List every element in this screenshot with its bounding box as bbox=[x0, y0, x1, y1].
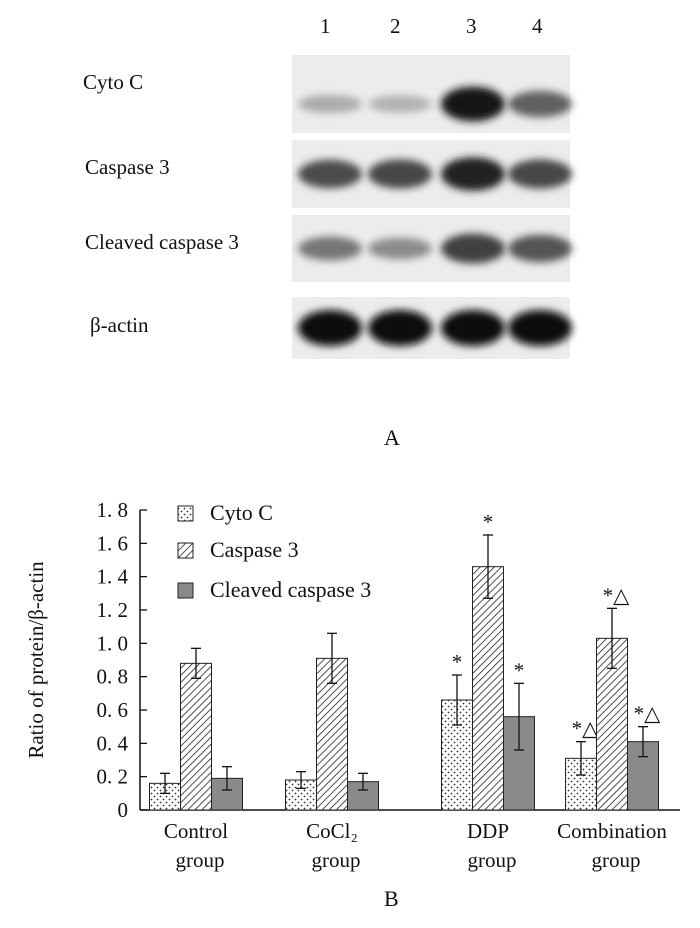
significance-mark: *△ bbox=[572, 717, 600, 741]
x-tick-label: group bbox=[592, 848, 641, 872]
blot-band bbox=[441, 310, 505, 346]
blot-band bbox=[441, 233, 505, 264]
significance-mark: *△ bbox=[603, 583, 631, 607]
lane-number-4: 4 bbox=[532, 14, 543, 38]
y-tick-label: 1. 8 bbox=[97, 498, 129, 522]
panel-b-letter: B bbox=[384, 886, 399, 911]
blot-band bbox=[368, 237, 432, 260]
bar bbox=[472, 566, 504, 811]
blot-band bbox=[368, 159, 432, 189]
x-tick-label: CoCl₂ bbox=[306, 819, 358, 843]
blot-band bbox=[298, 236, 362, 261]
bar bbox=[627, 741, 659, 811]
y-tick-label: 1. 0 bbox=[97, 631, 129, 655]
x-tick-label: group bbox=[176, 848, 225, 872]
blot-strip-1 bbox=[292, 140, 572, 208]
blot-strip-3 bbox=[292, 297, 572, 359]
bar bbox=[180, 662, 212, 811]
legend-swatch bbox=[177, 582, 194, 599]
blot-label-beta-actin: β-actin bbox=[90, 313, 149, 337]
blot-image bbox=[292, 55, 572, 359]
blot-label-cyto-c: Cyto C bbox=[83, 70, 144, 94]
blot-band bbox=[508, 159, 572, 189]
blot-strip-0 bbox=[292, 55, 572, 133]
y-tick-label: 1. 6 bbox=[97, 531, 129, 555]
blot-band bbox=[298, 159, 362, 189]
blot-band bbox=[298, 310, 362, 346]
y-tick-label: 0 bbox=[118, 798, 129, 822]
significance-mark: * bbox=[514, 658, 525, 682]
y-tick-label: 0. 4 bbox=[97, 731, 129, 755]
blot-band bbox=[368, 95, 432, 113]
blot-band bbox=[368, 310, 432, 346]
panel-a-letter: A bbox=[384, 425, 400, 450]
y-tick-label: 0. 6 bbox=[97, 698, 129, 722]
blot-band bbox=[508, 234, 572, 263]
x-tick-label: Combination bbox=[557, 819, 667, 843]
legend-swatch bbox=[177, 505, 194, 522]
blot-band bbox=[441, 86, 505, 122]
significance-mark: * bbox=[483, 510, 494, 534]
blot-label-caspase-3: Caspase 3 bbox=[85, 155, 170, 179]
lane-number-3: 3 bbox=[466, 14, 477, 38]
x-tick-label: group bbox=[312, 848, 361, 872]
y-axis-label: Ratio of protein/β-actin bbox=[24, 561, 48, 759]
lane-number-1: 1 bbox=[320, 14, 331, 38]
blot-band bbox=[298, 95, 362, 113]
legend-label: Cleaved caspase 3 bbox=[210, 577, 371, 602]
lane-number-2: 2 bbox=[390, 14, 401, 38]
blot-band bbox=[508, 90, 572, 118]
blot-band bbox=[441, 157, 505, 191]
legend-label: Cyto C bbox=[210, 500, 273, 525]
y-tick-label: 1. 4 bbox=[97, 565, 129, 589]
x-tick-label: DDP bbox=[467, 819, 509, 843]
y-tick-label: 0. 2 bbox=[97, 765, 129, 789]
x-tick-label: Control bbox=[164, 819, 228, 843]
significance-mark: *△ bbox=[634, 702, 662, 726]
blot-label-cleaved-caspase-3: Cleaved caspase 3 bbox=[85, 230, 239, 254]
legend-swatch bbox=[177, 542, 194, 559]
blot-strip-2 bbox=[292, 215, 572, 282]
blot-band bbox=[508, 310, 572, 346]
legend: Cyto C Caspase 3 Cleaved caspase 3 bbox=[177, 500, 371, 602]
legend-label: Caspase 3 bbox=[210, 537, 299, 562]
x-tick-label: group bbox=[468, 848, 517, 872]
significance-mark: * bbox=[452, 650, 463, 674]
y-tick-label: 0. 8 bbox=[97, 665, 129, 689]
y-tick-label: 1. 2 bbox=[97, 598, 129, 622]
